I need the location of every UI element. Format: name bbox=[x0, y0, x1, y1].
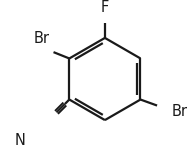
Text: Br: Br bbox=[171, 104, 187, 119]
Text: Br: Br bbox=[34, 31, 50, 46]
Text: F: F bbox=[101, 0, 109, 15]
Text: N: N bbox=[15, 133, 26, 148]
